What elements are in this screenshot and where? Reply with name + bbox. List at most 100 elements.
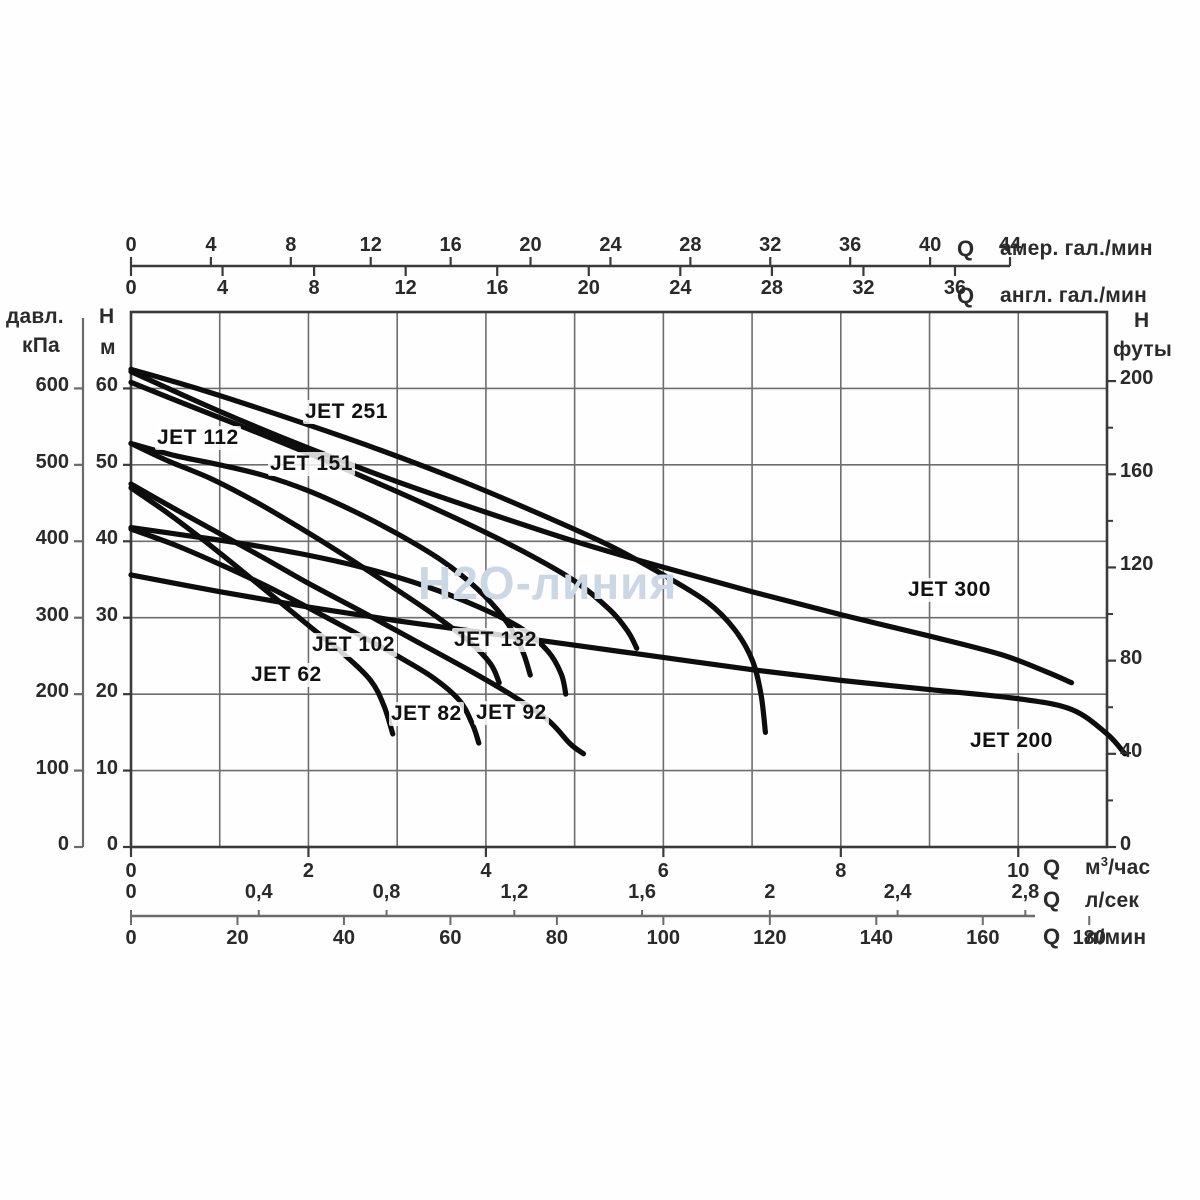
top-axis-2-tick-label: 8 <box>308 277 320 299</box>
curve-lines <box>128 366 1128 757</box>
curve-label-jet-151: JET 151 <box>268 452 355 476</box>
bottom-axis-3-unit: л/мин <box>1085 926 1147 949</box>
curve-label-jet-62: JET 62 <box>249 663 324 687</box>
left-outer-tick-label: 500 <box>35 450 69 473</box>
bottom-axis-1-tick-label: 8 <box>835 860 847 882</box>
bottom-axis-1-unit-base: м <box>1085 856 1101 879</box>
right-axis-title-1: H <box>1134 309 1150 332</box>
left-outer-axis-title-2: кПа <box>22 334 60 357</box>
left-outer-tick-label: 400 <box>35 527 69 550</box>
bottom-axis-3-tick-label: 80 <box>545 927 568 949</box>
curve-jet-82 <box>128 526 482 746</box>
bottom-axis-3-tick-label: 120 <box>753 927 787 949</box>
curve-jet-251 <box>128 366 768 735</box>
bottom-axis-1-unit: м3/час <box>1085 855 1150 878</box>
bottom-axis-2-tick-label: 1,2 <box>500 881 529 903</box>
curve-label-jet-92: JET 92 <box>474 701 549 725</box>
bottom-axis-2-symbol: Q <box>1043 887 1061 912</box>
bottom-axis-2-tick-label: 0 <box>125 881 137 903</box>
left-outer-tick-label: 300 <box>35 603 69 626</box>
left-inner-tick-label: 60 <box>95 374 118 397</box>
bottom-axis-1-symbol: Q <box>1043 855 1061 880</box>
bottom-axis-3-tick-label: 100 <box>646 927 681 949</box>
top-axis-1-tick-label: 40 <box>918 234 942 256</box>
right-axis-title-2: футы <box>1113 338 1173 361</box>
top-axis-1-tick-label: 0 <box>125 234 137 256</box>
curve-jet-62 <box>128 485 396 737</box>
curve-label-jet-102: JET 102 <box>310 633 397 657</box>
top-axis-2-tick-label: 16 <box>486 277 509 299</box>
bottom-axis-1-tick-label: 0 <box>125 860 137 882</box>
top-axis-1-tick-label: 12 <box>359 234 382 256</box>
top-axis-1-symbol: Q <box>957 236 975 261</box>
top-axis-1-tick-label: 20 <box>519 234 542 256</box>
plot-frame <box>129 310 1109 849</box>
top-axis-2-tick-label: 36 <box>943 277 967 299</box>
top-axis-1-tick-label: 36 <box>839 234 862 256</box>
left-inner-tick-label: 40 <box>95 527 118 550</box>
curve-jet-200 <box>128 572 1128 757</box>
bottom-axis-1-tick-label: 6 <box>657 860 669 882</box>
curve-label-jet-82: JET 82 <box>389 702 464 726</box>
left-inner-tick-label: 20 <box>95 680 118 703</box>
left-inner-tick-label: 50 <box>95 450 118 473</box>
bottom-axis-2-tick-label: 2,8 <box>1011 881 1040 903</box>
bottom-axis-2-tick-label: 2,4 <box>883 881 912 903</box>
left-outer-tick-label: 100 <box>35 756 69 779</box>
curve-jet-92 <box>128 481 587 757</box>
plot-border <box>129 310 1109 849</box>
bottom-axis-1-tick-label: 2 <box>302 860 315 882</box>
curve-label-jet-132: JET 132 <box>452 628 539 652</box>
left-outer-tick-label: 200 <box>35 680 69 703</box>
right-axis-tick-label: 40 <box>1120 739 1143 762</box>
right-axis-tick-label: 120 <box>1120 553 1154 576</box>
top-axis-2-tick-label: 28 <box>760 277 783 299</box>
top-axis-1-tick-label: 4 <box>205 234 217 256</box>
left-outer-axis-title-1: давл. <box>6 305 64 328</box>
bottom-axis-3-tick-label: 180 <box>1072 927 1106 949</box>
top-axis-2-symbol: Q <box>957 283 975 308</box>
left-inner-tick-label: 10 <box>95 756 118 779</box>
top-axis-2-tick-label: 12 <box>394 277 417 299</box>
bottom-axis-3-tick-label: 20 <box>226 927 249 949</box>
curve-label-jet-112: JET 112 <box>155 426 241 450</box>
bottom-axis-1-unit-sup: 3 <box>1100 854 1109 869</box>
bottom-axis-1-tick-label: 10 <box>1007 860 1030 882</box>
top-axis-1-tick-label: 44 <box>998 234 1022 256</box>
top-axis-1-unit: амер. гал./мин <box>1000 237 1153 260</box>
bottom-axis-2-tick-label: 1,6 <box>628 881 656 903</box>
bottom-axis-3-tick-label: 140 <box>859 927 893 949</box>
bottom-axis-3-tick-label: 160 <box>966 927 1000 949</box>
bottom-axis-1-unit-rest: /час <box>1108 856 1151 879</box>
top-axis-2-unit: англ. гал./мин <box>1000 284 1147 307</box>
bottom-axis-2-tick-label: 2 <box>764 881 776 903</box>
top-axis-1-tick-label: 32 <box>759 234 782 256</box>
right-axis-tick-label: 160 <box>1120 460 1154 483</box>
top-axis-1-tick-label: 28 <box>679 234 702 256</box>
bottom-axis-3-tick-label: 60 <box>439 927 462 949</box>
curve-jet-300 <box>128 369 1075 686</box>
left-inner-axis-title-2: м <box>100 336 116 359</box>
top-axis-2-tick-label: 4 <box>216 277 229 299</box>
bottom-axis-3-symbol: Q <box>1043 924 1061 949</box>
top-axis-1-tick-label: 8 <box>285 234 297 256</box>
left-inner-axis-title-1: H <box>99 305 115 328</box>
right-axis-tick-label: 200 <box>1120 367 1154 390</box>
auxiliary-axes <box>74 257 1116 925</box>
left-inner-tick-label: 0 <box>106 833 118 855</box>
curve-jet-151 <box>128 379 640 651</box>
top-axis-1-tick-label: 24 <box>599 234 622 256</box>
curve-label-jet-251: JET 251 <box>303 400 390 424</box>
bottom-axis-2-tick-label: 0,4 <box>244 881 273 903</box>
right-axis-tick-label: 0 <box>1120 833 1132 855</box>
top-axis-2-tick-label: 24 <box>669 277 692 299</box>
left-inner-tick-label: 30 <box>95 603 118 626</box>
bottom-axis-2-tick-label: 0,8 <box>372 881 401 903</box>
top-axis-1-tick-label: 16 <box>439 234 462 256</box>
bottom-axis-3-tick-label: 0 <box>125 927 137 949</box>
watermark: H2O-линия <box>418 557 678 609</box>
curve-jet-132 <box>128 524 569 697</box>
top-axis-2-tick-label: 0 <box>125 277 137 299</box>
